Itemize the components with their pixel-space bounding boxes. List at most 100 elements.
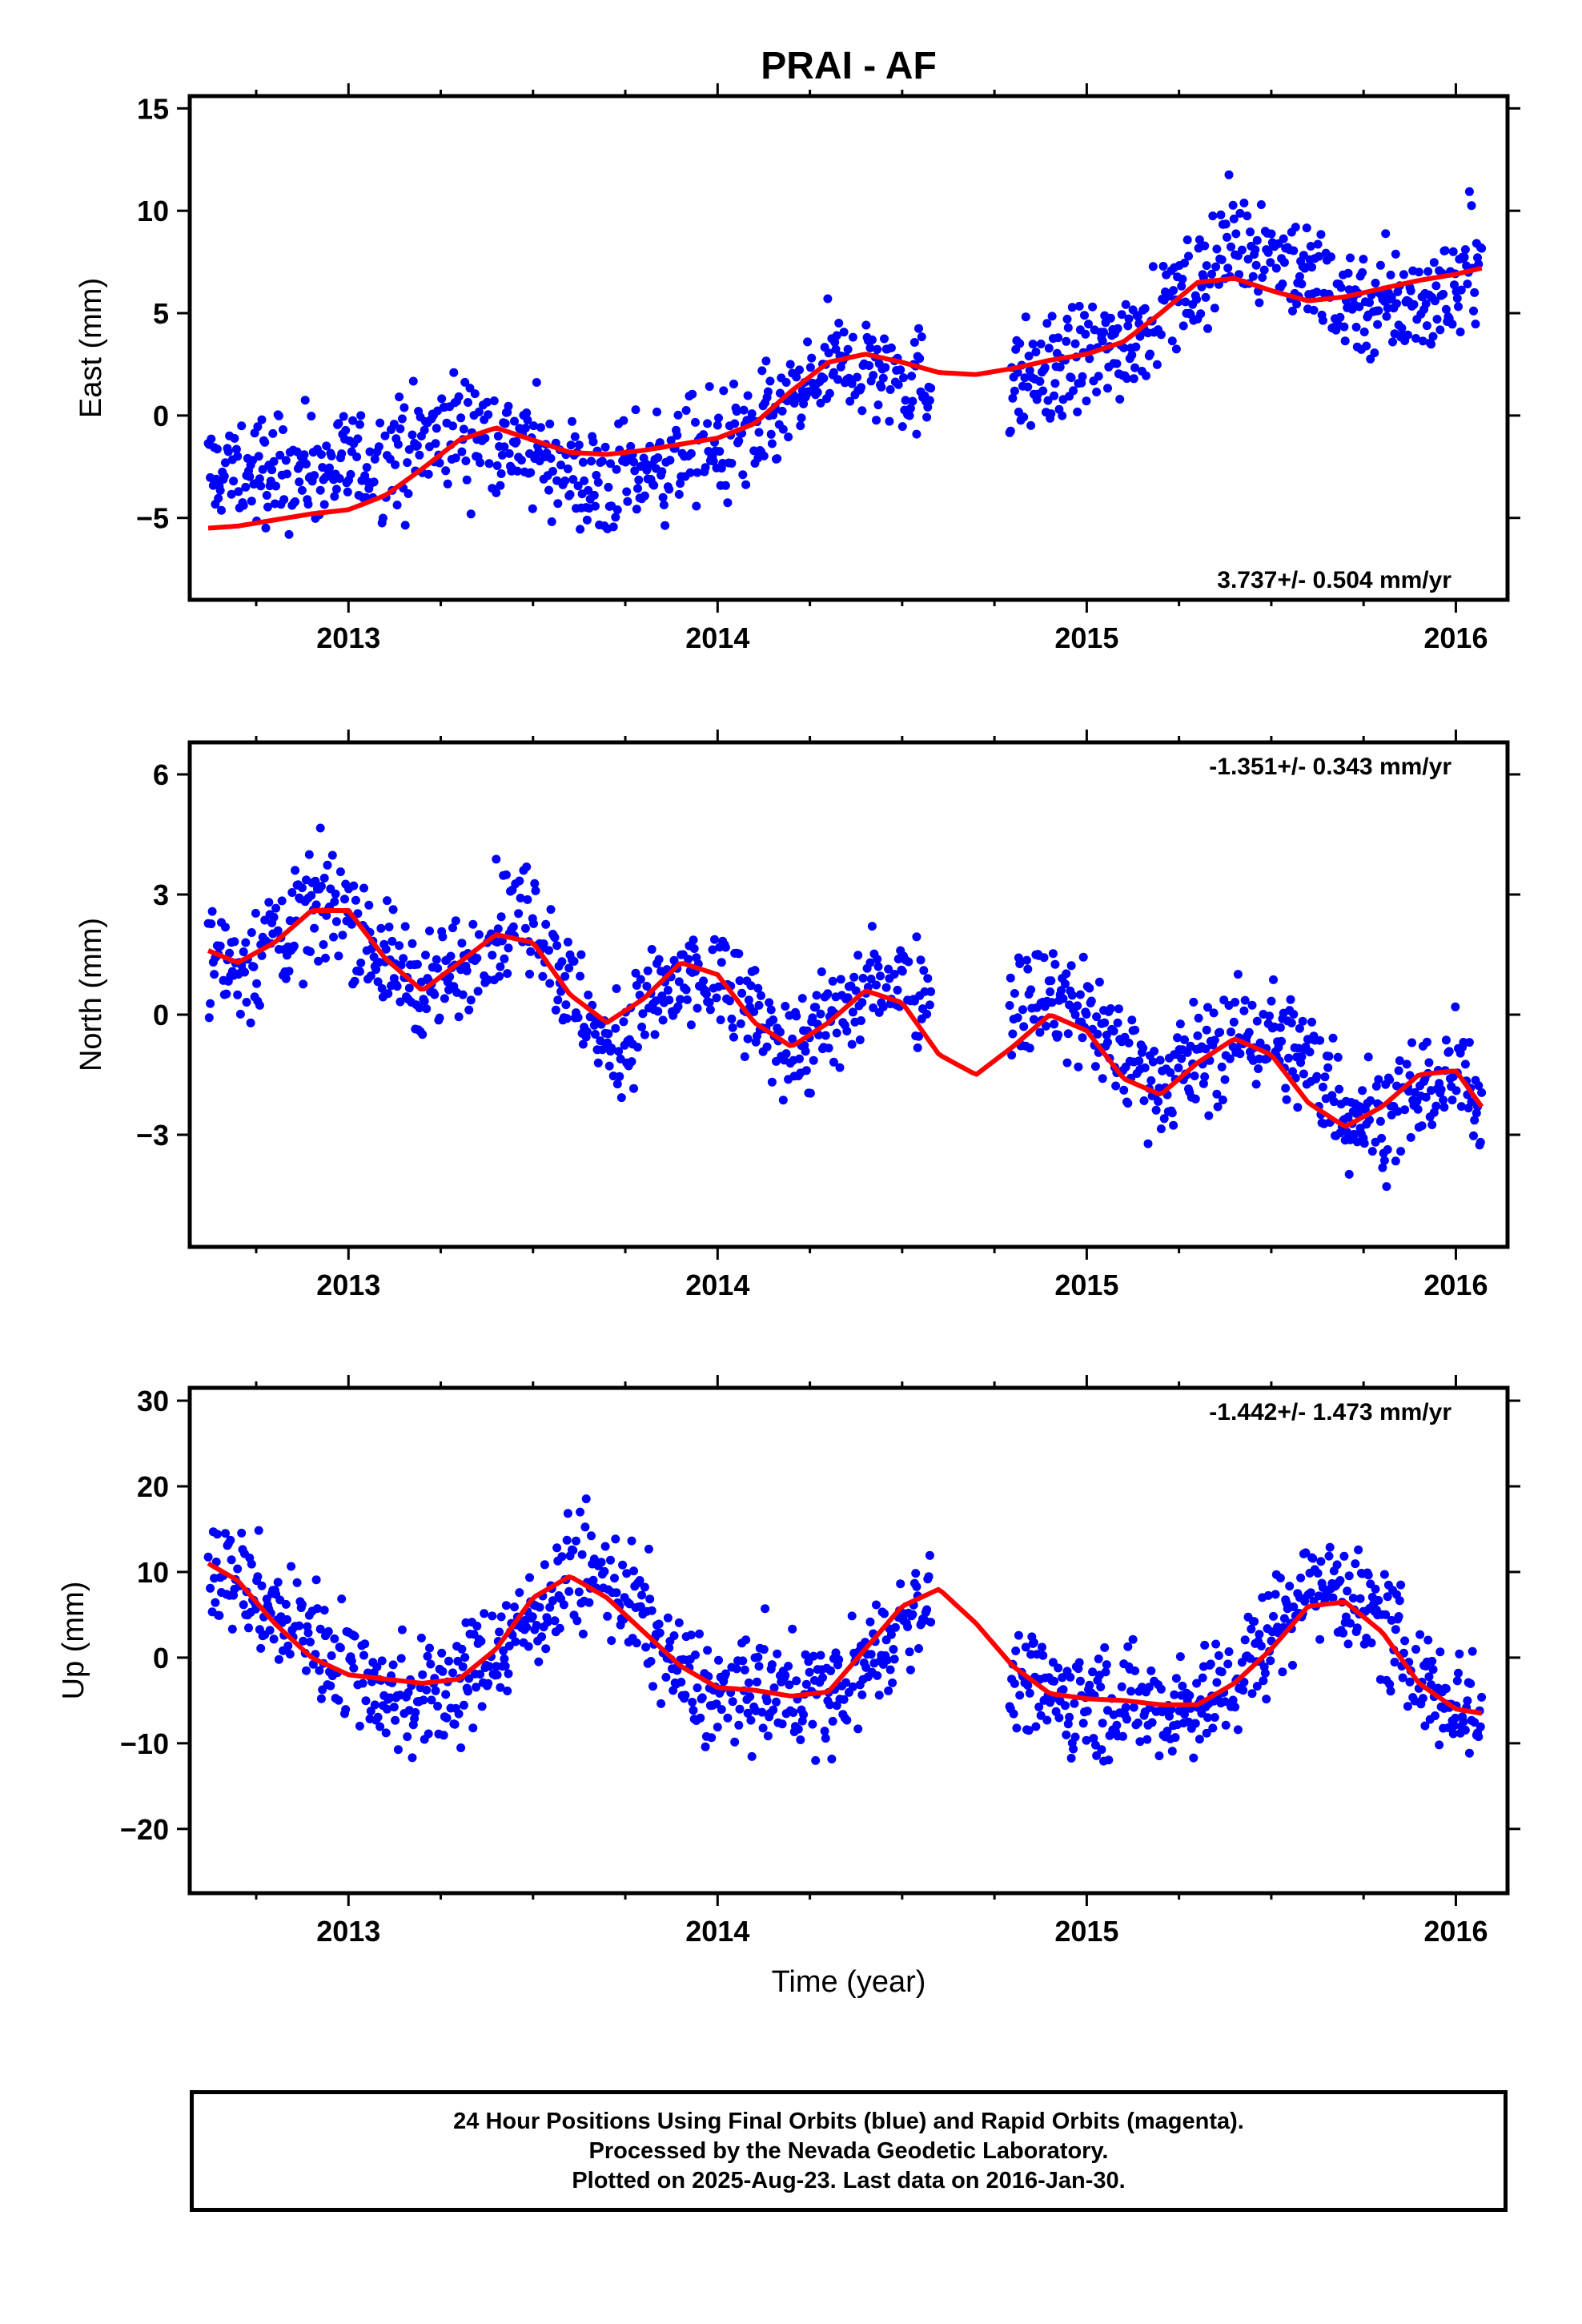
data-point [1469, 306, 1478, 316]
data-point [689, 1706, 698, 1715]
figure-title: PRAI - AF [761, 45, 937, 87]
data-point [839, 328, 849, 337]
data-point [673, 1002, 683, 1011]
data-point [1403, 330, 1412, 340]
data-point [1328, 1593, 1338, 1602]
data-point [265, 1626, 275, 1635]
data-point [793, 393, 803, 403]
data-point [283, 469, 291, 479]
data-point [1208, 1723, 1218, 1733]
x-tick-label: 2015 [1054, 1269, 1118, 1301]
data-point [1248, 271, 1258, 281]
data-point [520, 424, 530, 433]
data-point [713, 420, 722, 430]
data-point [1441, 1035, 1451, 1045]
data-point [705, 998, 714, 1007]
data-point [522, 1622, 532, 1632]
data-point [1171, 1674, 1181, 1683]
data-point [640, 1030, 649, 1039]
data-point [1269, 975, 1278, 984]
data-point [341, 425, 351, 435]
data-point [472, 1622, 482, 1630]
data-point [795, 365, 804, 375]
data-point [604, 1061, 614, 1071]
data-point [347, 919, 356, 929]
data-point [1192, 1679, 1202, 1688]
data-point [316, 450, 326, 459]
data-point [1100, 1642, 1110, 1652]
data-point [279, 425, 287, 434]
data-point [233, 452, 243, 461]
data-point [1355, 1594, 1365, 1603]
y-axis-label-up: Up (mm) [57, 1582, 90, 1700]
data-point [459, 424, 468, 434]
data-point [1075, 1676, 1085, 1686]
data-point [528, 504, 537, 513]
data-point [1015, 339, 1025, 348]
data-point [1086, 996, 1096, 1006]
data-point [721, 943, 730, 952]
data-point [754, 428, 764, 437]
data-point [730, 1737, 740, 1747]
data-point [1436, 1085, 1446, 1094]
data-point [451, 916, 460, 926]
data-point [1036, 340, 1046, 348]
data-point [1088, 1667, 1098, 1677]
y-tick-label: −3 [136, 1119, 169, 1152]
data-point [826, 1666, 836, 1675]
data-point [866, 1650, 876, 1659]
data-point [593, 477, 603, 487]
data-point [1054, 1030, 1063, 1039]
data-point [801, 1066, 811, 1076]
data-point [703, 419, 713, 428]
data-point [373, 977, 383, 987]
data-point [1343, 1586, 1352, 1596]
x-tick-label: 2016 [1423, 621, 1488, 654]
data-point [665, 456, 675, 465]
data-point [1329, 1097, 1339, 1107]
data-point [346, 469, 355, 479]
data-point [370, 454, 379, 464]
data-point [235, 1009, 245, 1019]
data-point [681, 985, 691, 995]
data-point [335, 867, 345, 877]
data-point [546, 453, 556, 463]
data-point [1167, 336, 1177, 346]
data-point [1046, 409, 1056, 419]
data-point [727, 459, 737, 468]
data-point [1185, 1691, 1195, 1700]
data-point [1383, 1592, 1392, 1602]
data-point [432, 424, 441, 433]
data-point [451, 453, 460, 463]
data-point [496, 1612, 506, 1622]
data-point [645, 1594, 655, 1604]
data-point [1339, 1551, 1349, 1561]
caption-line-1: 24 Hour Positions Using Final Orbits (bl… [453, 2108, 1244, 2134]
data-point [881, 363, 890, 372]
data-point [828, 976, 837, 986]
data-point [462, 966, 472, 975]
data-point [600, 1542, 610, 1551]
data-point [381, 1728, 391, 1738]
data-point [440, 994, 449, 1003]
data-point [925, 1000, 934, 1010]
data-point [544, 946, 553, 955]
data-point [665, 995, 674, 1005]
data-point [472, 1683, 481, 1692]
data-point [1066, 961, 1076, 971]
data-point [1399, 270, 1408, 279]
data-point [1217, 1062, 1227, 1072]
data-point [550, 1616, 560, 1626]
data-point [355, 420, 364, 429]
data-point [893, 985, 902, 995]
data-point [400, 922, 410, 931]
data-point [1301, 1548, 1311, 1558]
data-point [578, 1039, 588, 1049]
data-point [1046, 987, 1055, 996]
data-point [633, 1043, 642, 1052]
data-point [1469, 1131, 1478, 1140]
data-point [404, 444, 414, 454]
data-point [484, 410, 493, 420]
data-point [408, 376, 418, 386]
